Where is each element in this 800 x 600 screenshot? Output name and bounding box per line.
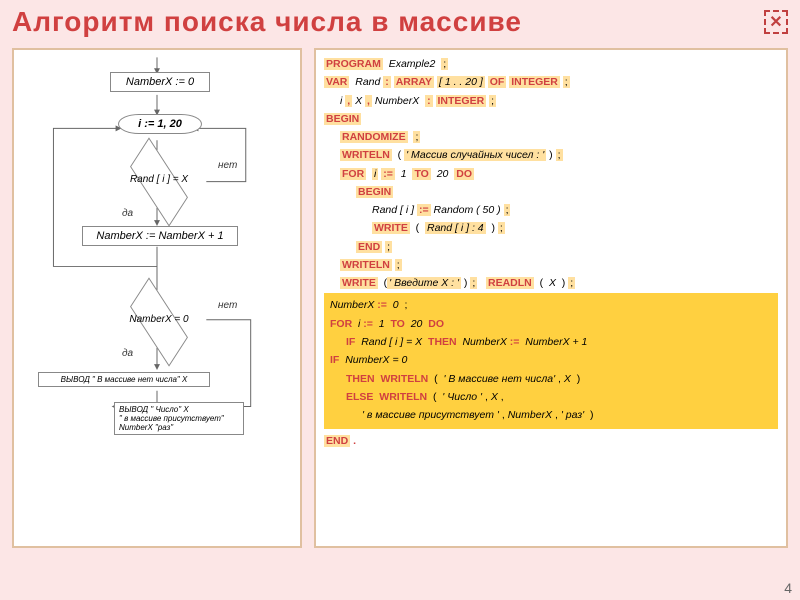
fc-init: NamberX := 0 [110, 72, 210, 92]
code-panel: PROGRAM Example2 ; VAR Rand : ARRAY [ 1 … [314, 48, 788, 548]
fc-cond2: NamberX = 0 [109, 300, 209, 344]
fc-no1: нет [218, 160, 237, 171]
page-title: Алгоритм поиска числа в массиве [12, 6, 764, 38]
page-number: 4 [784, 580, 792, 596]
fc-yes1: да [122, 208, 133, 219]
fc-no2: нет [218, 300, 237, 311]
fc-loop: i := 1, 20 [118, 114, 202, 134]
fc-incr: NamberX := NamberX + 1 [82, 226, 238, 246]
fc-out2: ВЫВОД " Число" Х" в массиве присутствует… [114, 402, 244, 435]
code-highlight-block: NumberX := 0 ; FOR i := 1 TO 20 DO IF Ra… [324, 293, 778, 429]
fc-yes2: да [122, 348, 133, 359]
fc-cond1: Rand [ i ] = X [109, 160, 209, 204]
close-icon[interactable]: ✕ [764, 10, 788, 34]
fc-out1: ВЫВОД " В массиве нет числа" Х [38, 372, 210, 387]
flowchart-panel: NamberX := 0 i := 1, 20 Rand [ i ] = X д… [12, 48, 302, 548]
